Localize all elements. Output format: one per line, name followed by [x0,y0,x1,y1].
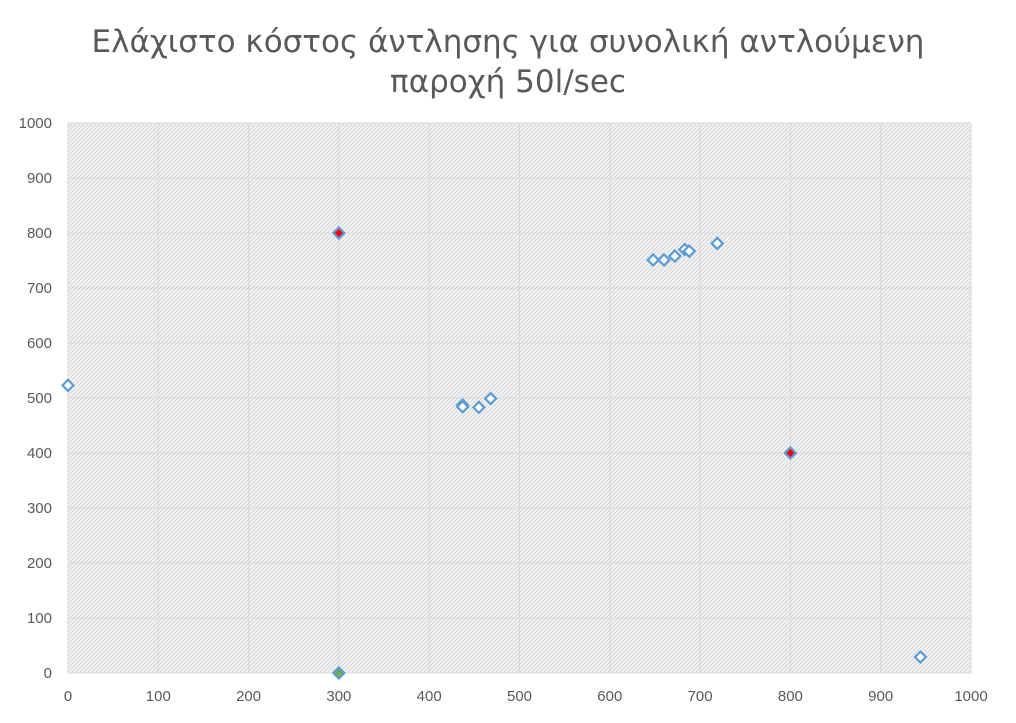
y-tick-label: 100 [27,610,52,627]
data-point-highlight [331,665,346,681]
x-tick-label: 100 [146,688,171,705]
x-tick-label: 200 [236,688,261,705]
data-point [667,249,682,264]
y-tick-label: 700 [27,280,52,297]
data-point [471,400,486,415]
x-tick-label: 800 [778,688,803,705]
chart-title-line-1: Ελάχιστο κόστος άντλησης για συνολική αν… [91,24,925,60]
x-tick-label: 0 [64,688,72,705]
x-tick-label: 900 [868,688,893,705]
y-tick-label: 0 [44,665,52,682]
x-tick-label: 700 [688,688,713,705]
y-tick-label: 200 [27,555,52,572]
x-tick-label: 500 [507,688,532,705]
data-point [455,399,470,414]
y-tick-label: 1000 [19,115,52,132]
y-tick-label: 300 [27,500,52,517]
x-axis-ticks: 0 100 200 300 400 500 600 700 800 900 1000 [64,688,988,705]
y-axis-ticks: 0 100 200 300 400 500 600 700 800 900 1000 [19,115,52,682]
data-point [682,244,697,259]
data-point-highlight [331,225,346,241]
y-tick-label: 600 [27,335,52,352]
data-point [913,649,928,665]
x-tick-label: 400 [417,688,442,705]
x-tick-label: 600 [597,688,622,705]
data-point [710,236,725,251]
data-point [60,378,76,393]
x-tick-label: 1000 [954,688,987,705]
data-point-highlight [783,445,798,461]
data-point [483,391,498,406]
chart-title: Ελάχιστο κόστος άντλησης για συνολική αν… [0,22,1016,102]
y-tick-label: 900 [27,170,52,187]
data-points [60,225,928,681]
gridlines [67,122,972,674]
data-point [656,252,672,268]
data-point [646,252,661,268]
y-tick-label: 500 [27,390,52,407]
y-tick-label: 800 [27,225,52,242]
chart-title-line-2: παροχή 50l/sec [390,64,626,100]
x-tick-label: 300 [326,688,351,705]
y-tick-label: 400 [27,445,52,462]
